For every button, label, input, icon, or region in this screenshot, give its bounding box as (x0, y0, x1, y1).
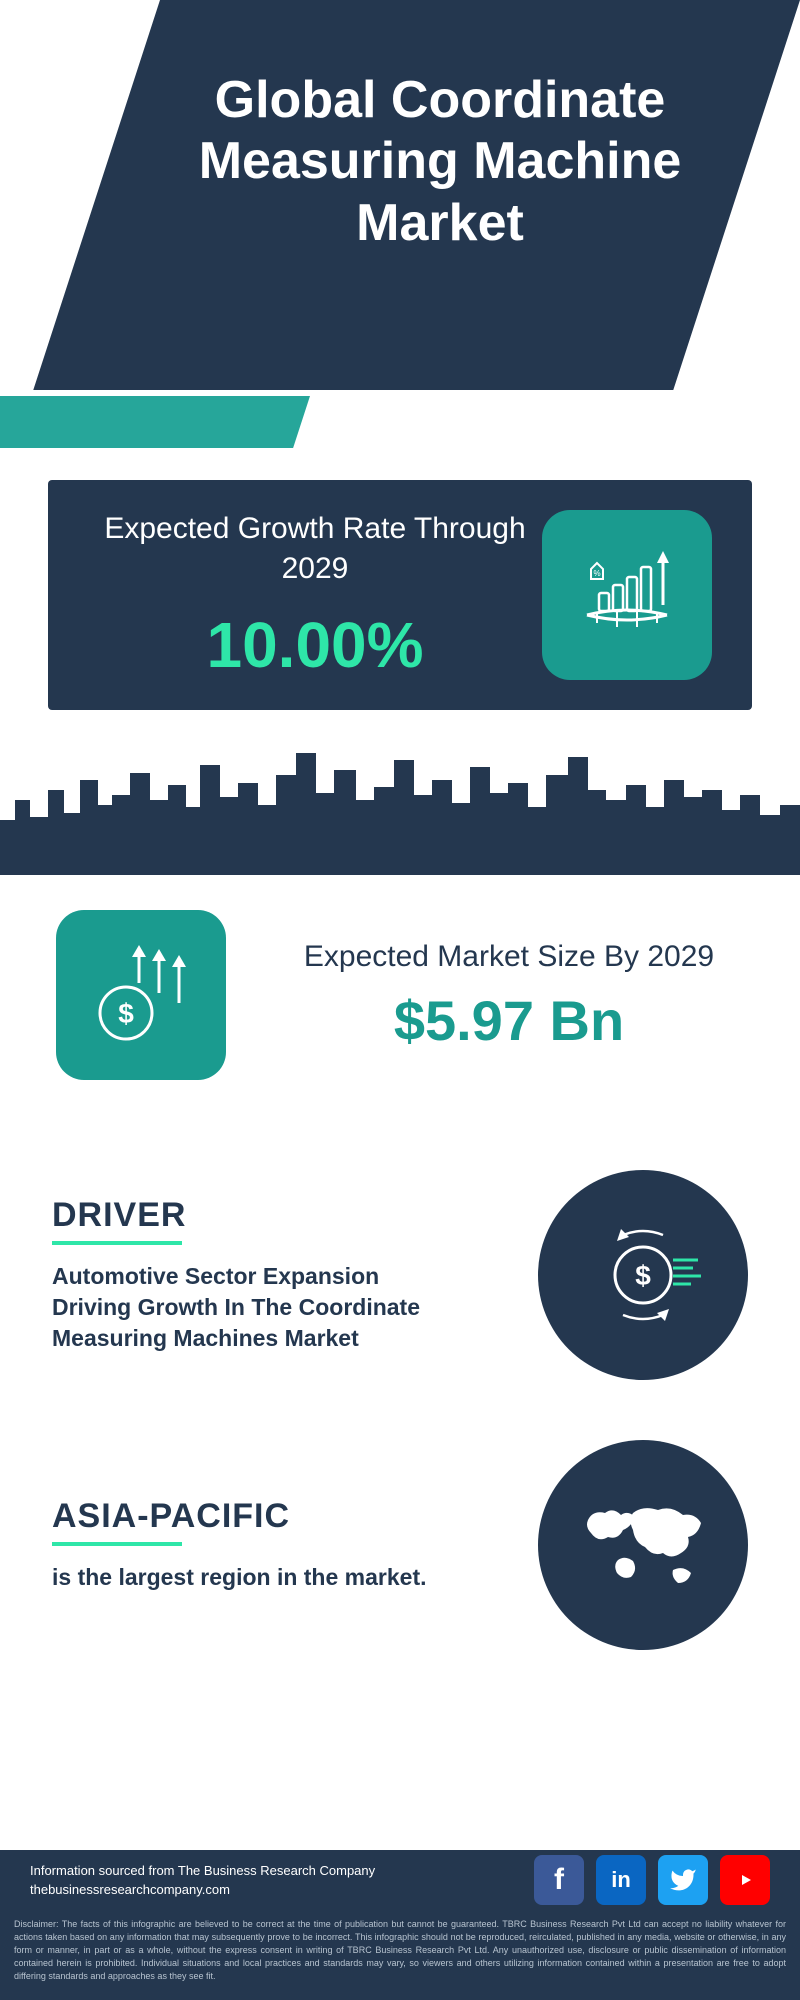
linkedin-button[interactable]: in (596, 1855, 646, 1905)
footer-line1: Information sourced from The Business Re… (30, 1861, 534, 1881)
social-buttons: f in (534, 1855, 770, 1905)
youtube-button[interactable] (720, 1855, 770, 1905)
svg-text:$: $ (118, 998, 134, 1029)
accent-stripe (0, 396, 310, 448)
market-text-block: Expected Market Size By 2029 $5.97 Bn (266, 937, 752, 1053)
growth-rate-card: Expected Growth Rate Through 2029 10.00%… (48, 480, 752, 710)
growth-chart-globe-icon: % (542, 510, 712, 680)
world-map-icon (538, 1440, 748, 1650)
footer-source: Information sourced from The Business Re… (30, 1861, 534, 1900)
page-title: Global Coordinate Measuring Machine Mark… (120, 70, 760, 254)
region-block: ASIA-PACIFIC is the largest region in th… (52, 1440, 748, 1650)
growth-text-block: Expected Growth Rate Through 2029 10.00% (88, 509, 542, 682)
region-text: ASIA-PACIFIC is the largest region in th… (52, 1497, 508, 1593)
disclaimer-block: Disclaimer: The facts of this infographi… (0, 1910, 800, 2000)
region-body: is the largest region in the market. (52, 1562, 432, 1593)
growth-label: Expected Growth Rate Through 2029 (88, 509, 542, 590)
market-size-block: $ Expected Market Size By 2029 $5.97 Bn (48, 910, 752, 1080)
driver-block: DRIVER Automotive Sector Expansion Drivi… (52, 1170, 748, 1380)
region-heading: ASIA-PACIFIC (52, 1497, 290, 1546)
growth-value: 10.00% (88, 608, 542, 682)
skyline-decoration (0, 745, 800, 875)
footer-bar: Information sourced from The Business Re… (0, 1850, 800, 1910)
market-size-value: $5.97 Bn (266, 988, 752, 1053)
footer-line2: thebusinessresearchcompany.com (30, 1880, 534, 1900)
twitter-button[interactable] (658, 1855, 708, 1905)
market-size-label: Expected Market Size By 2029 (266, 937, 752, 978)
dollar-arrows-icon: $ (56, 910, 226, 1080)
driver-text: DRIVER Automotive Sector Expansion Drivi… (52, 1196, 508, 1354)
svg-text:$: $ (635, 1260, 651, 1291)
svg-text:%: % (593, 569, 600, 578)
driver-heading: DRIVER (52, 1196, 186, 1245)
dollar-transfer-icon: $ (538, 1170, 748, 1380)
facebook-button[interactable]: f (534, 1855, 584, 1905)
driver-body: Automotive Sector Expansion Driving Grow… (52, 1261, 432, 1354)
